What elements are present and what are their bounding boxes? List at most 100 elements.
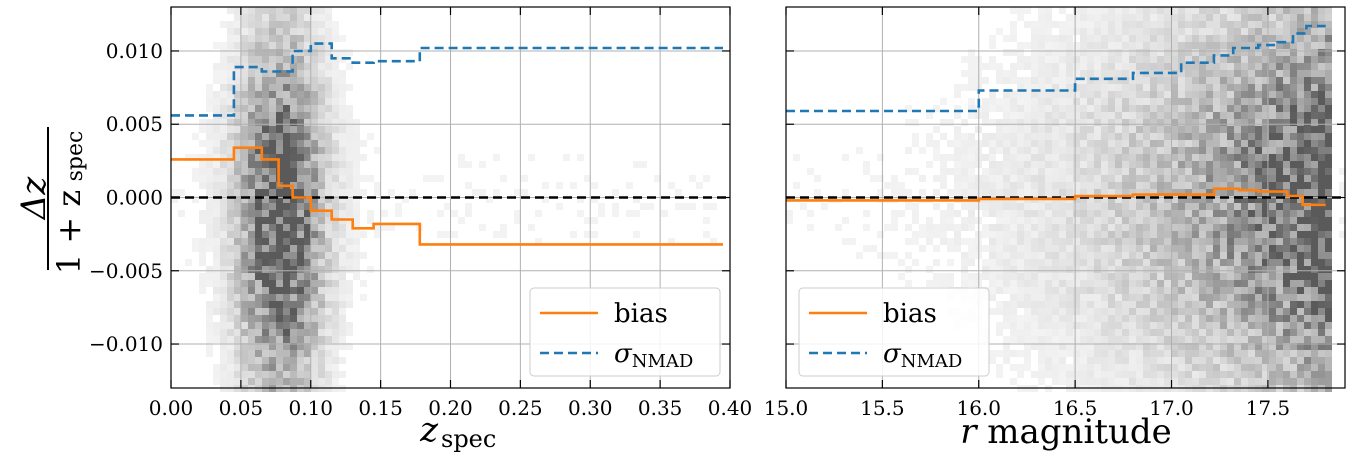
density-cell [318,105,325,112]
density-cell [1297,364,1304,371]
density-cell [374,189,381,196]
density-cell [1115,203,1122,210]
density-cell [318,63,325,70]
density-cell [1297,315,1304,322]
density-cell [1122,210,1129,217]
density-cell [1185,56,1192,63]
density-cell [954,168,961,175]
density-cell [1297,252,1304,259]
density-cell [1297,329,1304,336]
density-cell [255,245,262,252]
density-cell [1094,126,1101,133]
density-cell [1297,98,1304,105]
density-cell [1255,147,1262,154]
density-cell [1241,28,1248,35]
density-cell [1297,91,1304,98]
density-cell [1157,147,1164,154]
density-cell [1234,133,1241,140]
density-cell [1171,301,1178,308]
density-cell [1150,203,1157,210]
density-cell [213,91,220,98]
density-cell [297,119,304,126]
density-cell [1206,210,1213,217]
density-cell [912,119,919,126]
density-cell [227,350,234,357]
density-cell [1206,329,1213,336]
density-cell [1038,308,1045,315]
density-cell [1234,210,1241,217]
density-cell [318,371,325,378]
density-cell [311,350,318,357]
density-cell [1157,182,1164,189]
density-cell [1094,259,1101,266]
density-cell [1248,175,1255,182]
density-cell [360,154,367,161]
density-cell [1010,147,1017,154]
density-cell [1066,336,1073,343]
density-cell [1038,63,1045,70]
density-cell [1185,189,1192,196]
density-cell [1318,49,1325,56]
density-cell [989,245,996,252]
density-cell [255,28,262,35]
density-cell [1206,35,1213,42]
density-cell [1129,210,1136,217]
density-cell [1283,329,1290,336]
density-cell [1234,196,1241,203]
density-cell [297,98,304,105]
density-cell [863,168,870,175]
density-cell [1066,217,1073,224]
density-cell [1269,168,1276,175]
density-cell [1276,42,1283,49]
density-cell [1262,280,1269,287]
density-cell [339,147,346,154]
density-cell [290,203,297,210]
density-cell [1157,315,1164,322]
density-cell [332,21,339,28]
density-cell [891,252,898,259]
density-cell [1101,378,1108,385]
density-cell [1129,49,1136,56]
density-cell [1318,14,1325,21]
density-cell [1143,140,1150,147]
density-cell [1185,266,1192,273]
density-cell [1234,175,1241,182]
density-cell [1255,378,1262,385]
density-cell [1283,77,1290,84]
density-cell [1066,98,1073,105]
density-cell [793,154,800,161]
density-cell [1227,21,1234,28]
density-cell [325,49,332,56]
density-cell [1115,336,1122,343]
density-cell [1129,301,1136,308]
density-cell [1024,217,1031,224]
density-cell [297,301,304,308]
density-cell [996,224,1003,231]
density-cell [1010,273,1017,280]
density-cell [1136,77,1143,84]
density-cell [1206,42,1213,49]
density-cell [241,133,248,140]
density-cell [304,252,311,259]
density-cell [304,294,311,301]
density-cell [1094,287,1101,294]
density-cell [339,315,346,322]
density-cell [1241,140,1248,147]
density-cell [325,280,332,287]
density-cell [1108,112,1115,119]
density-cell [318,238,325,245]
density-cell [786,210,793,217]
density-cell [1325,84,1332,91]
density-cell [1038,322,1045,329]
density-cell [234,224,241,231]
density-cell [1220,196,1227,203]
density-cell [1164,266,1171,273]
density-cell [1108,147,1115,154]
density-cell [1241,287,1248,294]
density-cell [1136,112,1143,119]
density-cell [318,336,325,343]
density-cell [339,140,346,147]
density-cell [276,196,283,203]
density-cell [1150,154,1157,161]
density-cell [346,280,353,287]
